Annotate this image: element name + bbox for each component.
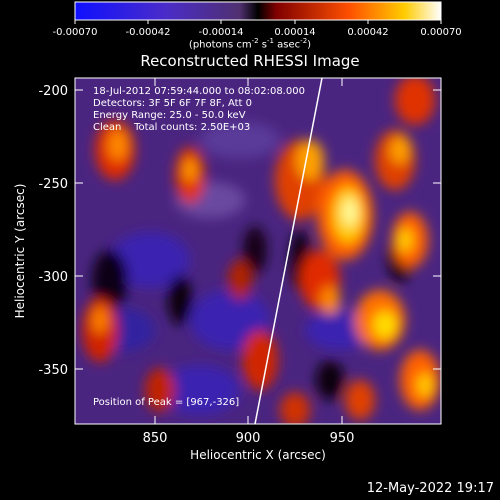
colorbar-tick-label: 0.00014 [274,27,315,38]
annotation-detectors: Detectors: 3F 5F 6F 7F 8F, Att 0 [93,98,253,109]
y-tick-label: -300 [38,270,68,285]
footer-timestamp: 12-May-2022 19:17 [366,481,494,496]
annotation-time-range: 18-Jul-2012 07:59:44.000 to 08:02:08.000 [93,86,305,97]
colorbar-ticks [74,20,442,24]
solar-limb-line [254,78,323,424]
x-axis-label: Heliocentric X (arcsec) [190,448,326,462]
colorbar-units: (photons cm-2 s-1 asec-2) [188,37,312,51]
colorbar-tick-label: 0.00042 [347,27,388,38]
plot-frame [74,77,442,425]
x-tick-label: 950 [330,431,355,446]
plot-title: Reconstructed RHESSI Image [140,52,360,70]
rhessi-image [75,78,441,424]
colorbar-tick-label: 0.00070 [420,27,461,38]
colorbar-tick-label: -0.00042 [126,27,171,38]
y-tick-label: -350 [38,363,68,378]
y-tick-label: -200 [38,84,68,99]
colorbar-tick-label: -0.00070 [53,27,98,38]
colorbar-tick-label: -0.00014 [199,27,244,38]
axis-ticks [75,78,441,424]
annotation-energy-range: Energy Range: 25.0 - 50.0 keV [93,110,246,121]
annotation-total-counts: Clean Total counts: 2.50E+03 [93,122,251,133]
annotation-peak-position: Position of Peak = [967,-326] [93,397,240,408]
colorbar [74,1,442,21]
x-tick-label: 850 [143,431,168,446]
x-tick-label: 900 [236,431,261,446]
y-axis-label: Heliocentric Y (arcsec) [13,184,27,319]
y-tick-label: -250 [38,177,68,192]
